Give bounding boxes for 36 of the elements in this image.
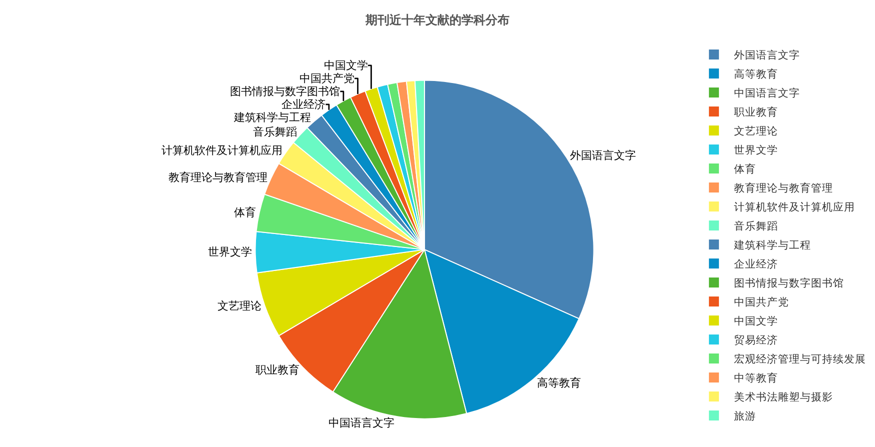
data-label: 建筑科学与工程	[232, 110, 311, 124]
data-label: 体育	[234, 206, 256, 219]
data-label: 中国共产党	[300, 72, 355, 85]
data-label: 图书情报与数字图书馆	[230, 84, 340, 98]
legend-label: 建筑科学与工程	[732, 238, 811, 252]
chart-title: 期刊近十年文献的学科分布	[364, 13, 510, 28]
legend-label: 企业经济	[734, 258, 778, 271]
legend-label: 中等教育	[734, 372, 778, 385]
data-label: 外国语言文字	[570, 149, 636, 162]
data-label: 中国语言文字	[328, 416, 394, 430]
legend-label: 宏观经济管理与可持续发展	[734, 352, 866, 366]
legend-label: 计算机软件及计算机应用	[734, 200, 855, 214]
legend-label: 贸易经济	[734, 334, 778, 347]
data-label: 音乐舞蹈	[252, 125, 297, 138]
legend-label: 外国语言文字	[734, 48, 800, 62]
legend-label: 音乐舞蹈	[734, 220, 778, 233]
legend-label: 世界文学	[734, 144, 778, 157]
data-label: 中国文学	[324, 58, 368, 72]
legend-label: 教育理论与教育管理	[734, 182, 833, 195]
legend-label: 体育	[734, 162, 756, 176]
legend-label: 美术书法雕塑与摄影	[734, 390, 833, 404]
legend-label: 职业教育	[734, 106, 778, 119]
data-label: 职业教育	[255, 364, 300, 377]
legend-label: 中国文学	[734, 314, 778, 328]
data-label: 文艺理论	[217, 300, 262, 313]
legend-label: 中国语言文字	[734, 86, 800, 100]
data-label: 计算机软件及计算机应用	[161, 144, 282, 158]
data-label: 教育理论与教育管理	[168, 170, 268, 184]
legend-label: 高等教育	[734, 68, 778, 81]
legend-label: 中国共产党	[734, 296, 789, 309]
data-label: 世界文学	[208, 246, 252, 259]
data-label: 高等教育	[536, 376, 581, 390]
data-label: 企业经济	[282, 98, 326, 111]
legend-label: 文艺理论	[734, 124, 778, 138]
legend-label: 图书情报与数字图书馆	[734, 276, 844, 290]
legend-label: 旅游	[734, 410, 756, 423]
